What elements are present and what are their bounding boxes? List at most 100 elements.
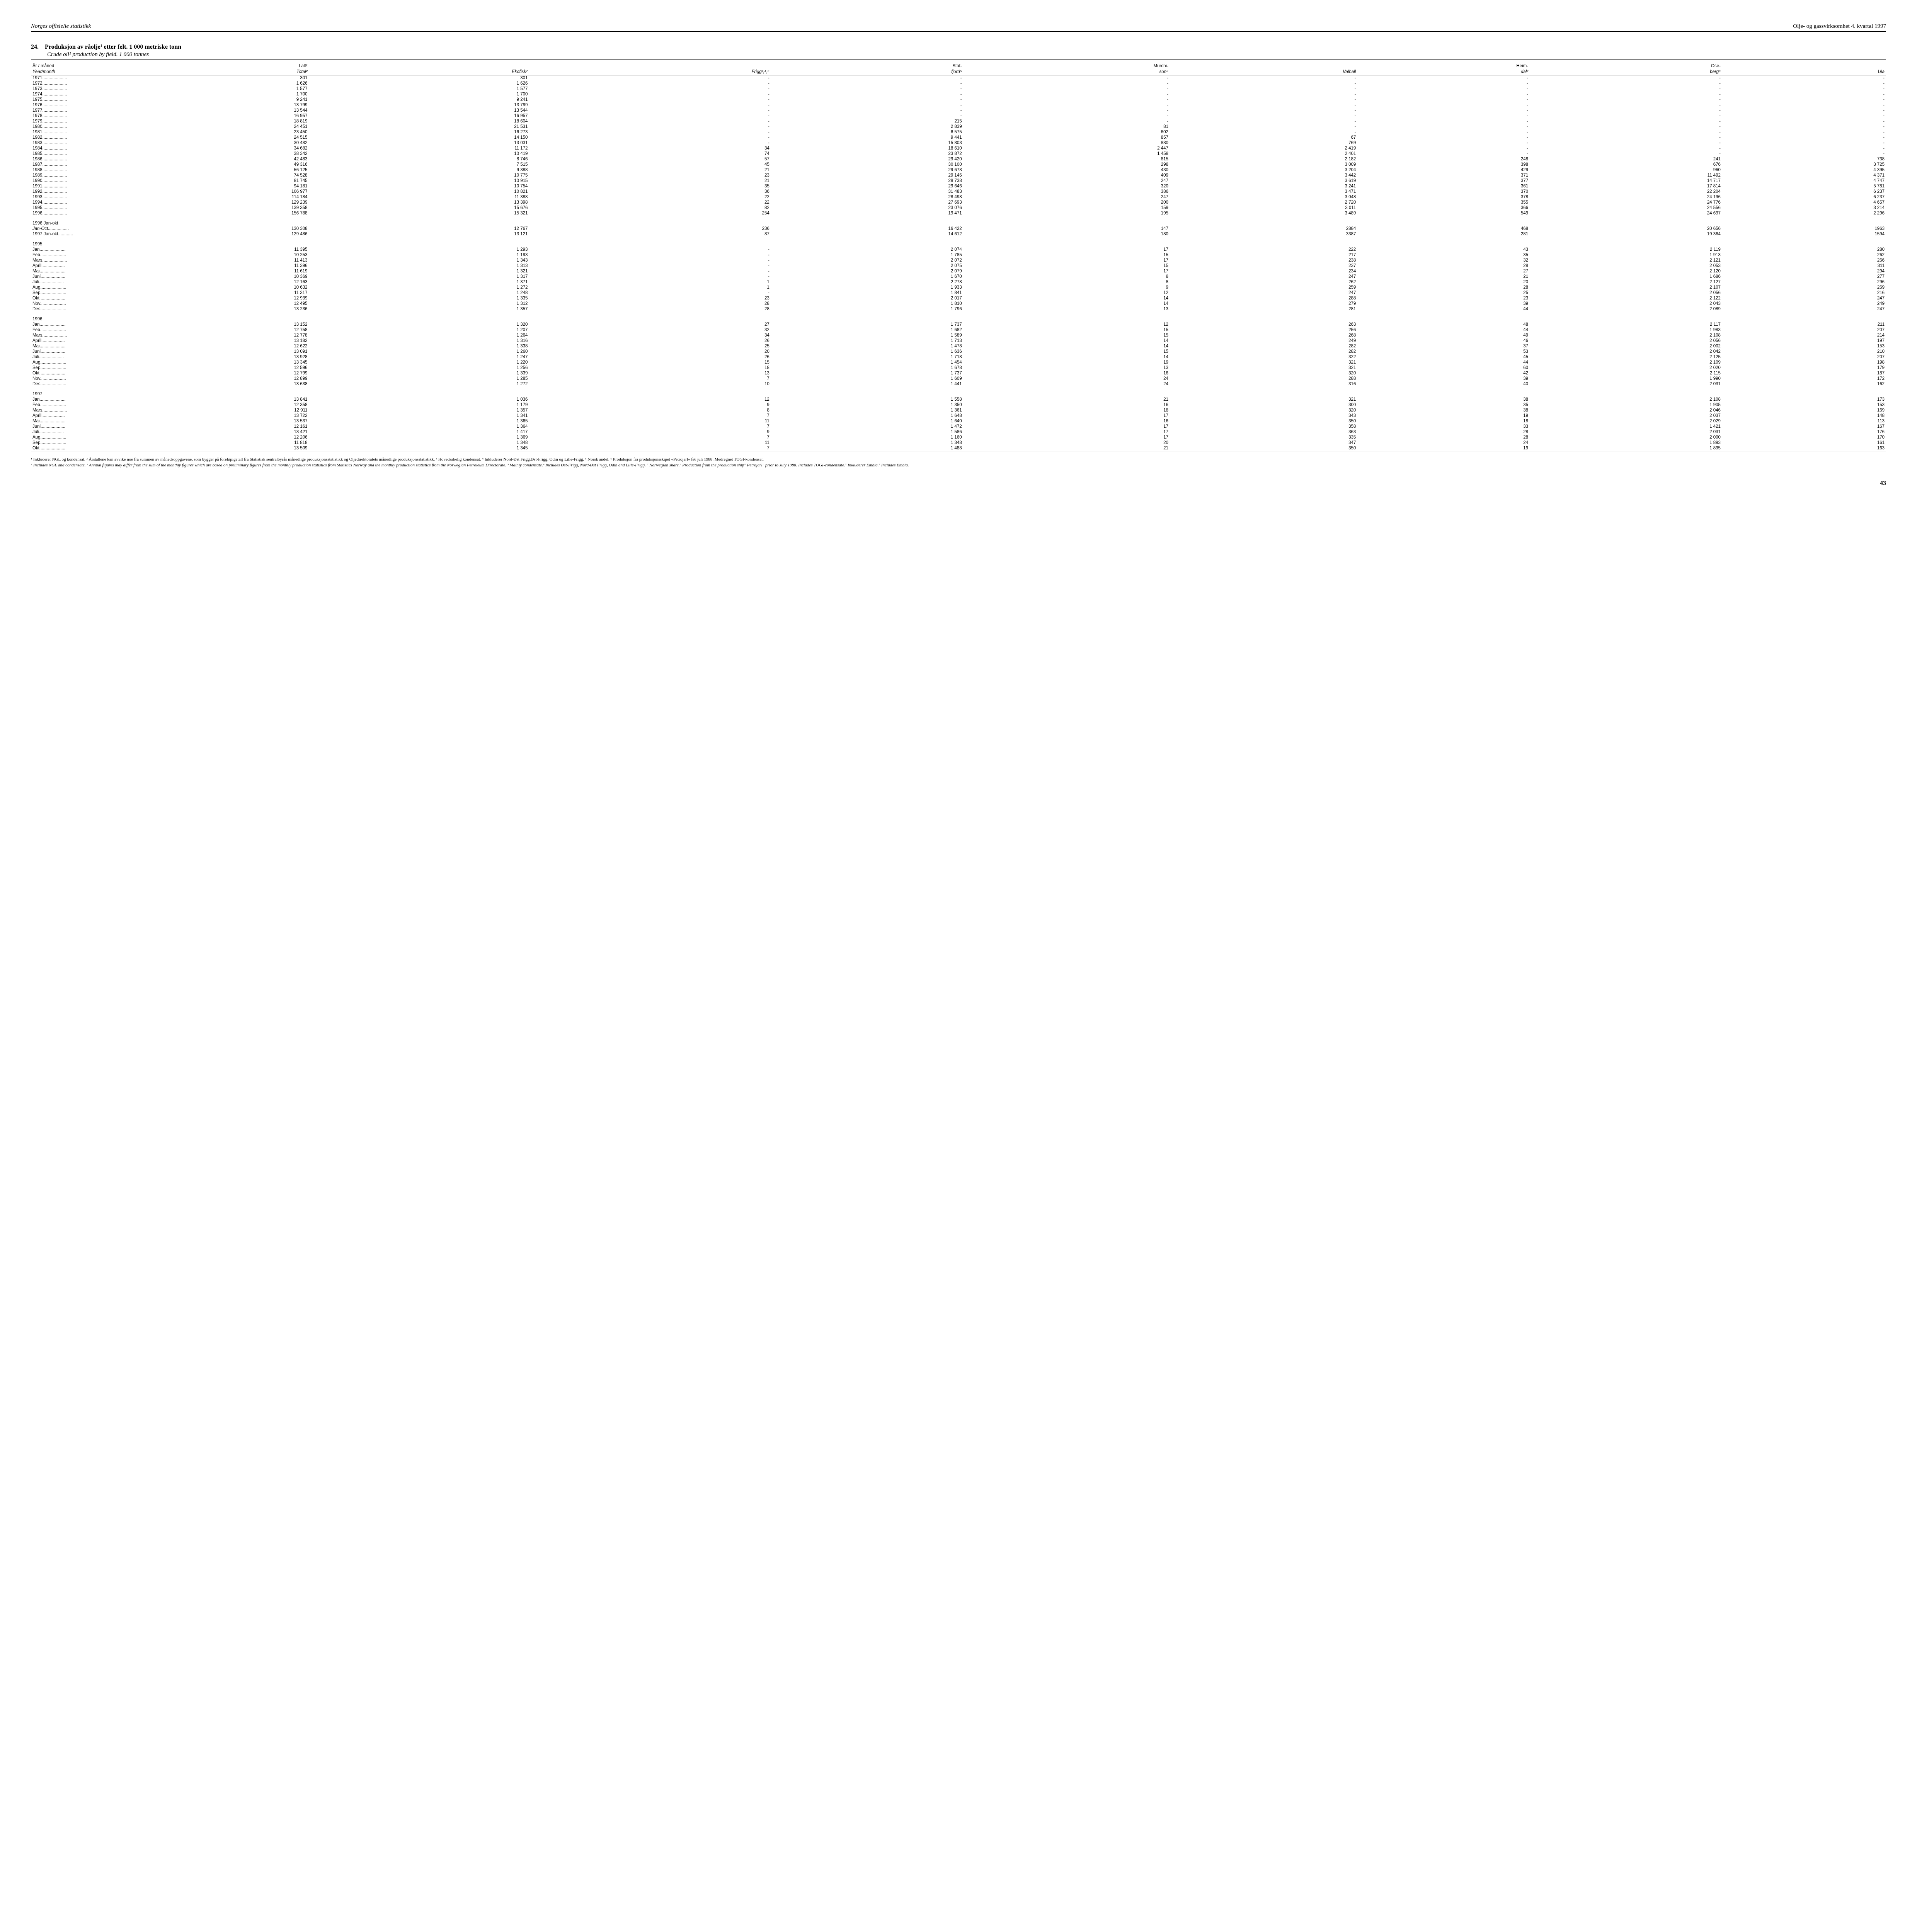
cell: 1 893 <box>1530 440 1722 446</box>
cell: 113 <box>1722 418 1886 424</box>
cell: 3 619 <box>1170 178 1357 184</box>
cell: - <box>1357 129 1530 135</box>
cell: - <box>529 86 771 92</box>
cell: 12 799 <box>88 371 309 376</box>
cell: 2 122 <box>1530 296 1722 301</box>
row-label: 1976.................... <box>31 102 88 108</box>
cell: 343 <box>1170 413 1357 418</box>
cell: 81 745 <box>88 178 309 184</box>
cell: 49 316 <box>88 162 309 167</box>
cell: 147 <box>964 226 1170 231</box>
cell: 12 206 <box>88 435 309 440</box>
cell: 21 <box>529 178 771 184</box>
cell: 409 <box>964 173 1170 178</box>
cell: 28 <box>529 301 771 306</box>
row-label: Feb..................... <box>31 327 88 333</box>
cell: 262 <box>1170 279 1357 285</box>
cell: 857 <box>964 135 1170 140</box>
footnotes-no: ¹ Inkluderer NGL og kondensat. ² Årstall… <box>31 457 764 462</box>
cell: 173 <box>1722 397 1886 402</box>
cell: 23 <box>1357 296 1530 301</box>
cell: 3 009 <box>1170 162 1357 167</box>
col-h1-9 <box>1722 62 1886 69</box>
row-label: Jan..................... <box>31 397 88 402</box>
cell: 179 <box>1722 365 1886 371</box>
cell: 1 458 <box>964 151 1170 156</box>
cell: - <box>1722 113 1886 119</box>
cell: 3 442 <box>1170 173 1357 178</box>
cell: 21 <box>529 167 771 173</box>
cell: - <box>964 92 1170 97</box>
cell: 247 <box>964 194 1170 200</box>
row-label: April................... <box>31 338 88 344</box>
table-row: 1972....................1 6261 626------… <box>31 81 1886 86</box>
cell: 320 <box>1170 371 1357 376</box>
row-label: 1977.................... <box>31 108 88 113</box>
cell: 378 <box>1357 194 1530 200</box>
cell: 549 <box>1357 211 1530 216</box>
cell: - <box>1170 113 1357 119</box>
cell: 15 <box>964 349 1170 354</box>
cell: 1 700 <box>309 92 529 97</box>
cell: 2 053 <box>1530 263 1722 269</box>
cell: 13 799 <box>88 102 309 108</box>
table-head: År / måned I alt² Stat- Murchi- Heim- Os… <box>31 62 1886 75</box>
cell: 130 308 <box>88 226 309 231</box>
cell: 14 150 <box>309 135 529 140</box>
cell: 34 <box>529 146 771 151</box>
cell: - <box>964 102 1170 108</box>
cell: 1594 <box>1722 231 1886 237</box>
table-row: Mai.....................12 6221 338251 4… <box>31 344 1886 349</box>
cell: 1 990 <box>1530 376 1722 381</box>
cell: - <box>1170 108 1357 113</box>
cell: 13 236 <box>88 306 309 312</box>
table-row: Aug.....................10 6321 27211 93… <box>31 285 1886 290</box>
cell: 10 253 <box>88 252 309 258</box>
cell: 1 207 <box>309 327 529 333</box>
cell: 1 <box>529 279 771 285</box>
cell: 27 <box>529 322 771 327</box>
table-row: 1993....................114 18411 388222… <box>31 194 1886 200</box>
cell: 1 933 <box>771 285 964 290</box>
cell: 358 <box>1170 424 1357 429</box>
cell: - <box>1530 86 1722 92</box>
cell: 13 <box>529 371 771 376</box>
cell: 16 273 <box>309 129 529 135</box>
cell: 1 193 <box>309 252 529 258</box>
cell: - <box>529 252 771 258</box>
table-row: 1990....................81 74510 9152128… <box>31 178 1886 184</box>
table-row: Mai.....................13 5371 365111 6… <box>31 418 1886 424</box>
cell: 12 939 <box>88 296 309 301</box>
cell: 2 020 <box>1530 365 1722 371</box>
cell: 11 388 <box>309 194 529 200</box>
cell: - <box>771 81 964 86</box>
cell: 1 247 <box>309 354 529 360</box>
cell: 321 <box>1170 360 1357 365</box>
cell: - <box>529 108 771 113</box>
cell: 1 350 <box>771 402 964 408</box>
cell: - <box>529 113 771 119</box>
cell: 14 612 <box>771 231 964 237</box>
cell: 13 537 <box>88 418 309 424</box>
cell: 1 321 <box>309 269 529 274</box>
table-row: Nov.....................12 8991 28571 60… <box>31 376 1886 381</box>
cell: 12 767 <box>309 226 529 231</box>
cell: 9 <box>529 429 771 435</box>
cell: 11 317 <box>88 290 309 296</box>
cell: 11 172 <box>309 146 529 151</box>
table-row: 1971....................301301------- <box>31 75 1886 81</box>
cell: 1 260 <box>309 349 529 354</box>
cell: 8 746 <box>309 156 529 162</box>
row-label: Juli.................... <box>31 279 88 285</box>
cell: 2 119 <box>1530 247 1722 252</box>
cell: 1 796 <box>771 306 964 312</box>
cell: 1 983 <box>1530 327 1722 333</box>
cell: 1 737 <box>771 322 964 327</box>
cell: 2 447 <box>964 146 1170 151</box>
col-h1-8: Ose- <box>1530 62 1722 69</box>
col-h2-1: Total² <box>88 69 309 75</box>
cell: 163 <box>1722 446 1886 451</box>
row-label: 1986.................... <box>31 156 88 162</box>
cell: 3 048 <box>1170 194 1357 200</box>
row-label: Aug..................... <box>31 360 88 365</box>
